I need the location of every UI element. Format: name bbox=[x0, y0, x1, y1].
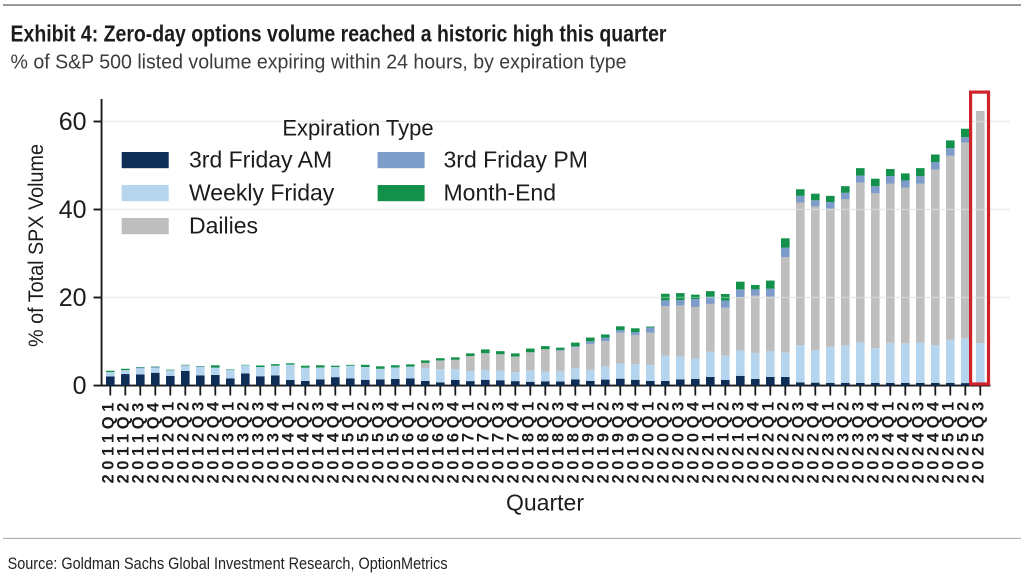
svg-text:20: 20 bbox=[59, 284, 87, 312]
svg-text:2025Q3: 2025Q3 bbox=[969, 397, 987, 483]
svg-text:Weekly Friday: Weekly Friday bbox=[189, 180, 335, 206]
svg-text:Exhibit 4: Zero-day options vo: Exhibit 4: Zero-day options volume reach… bbox=[11, 21, 667, 47]
svg-text:Source: Goldman Sachs Global I: Source: Goldman Sachs Global Investment … bbox=[8, 554, 448, 573]
svg-text:Expiration Type: Expiration Type bbox=[282, 116, 433, 141]
svg-text:40: 40 bbox=[59, 196, 87, 224]
svg-text:% of S&P 500 listed volume exp: % of S&P 500 listed volume expiring with… bbox=[11, 51, 627, 74]
svg-text:Dailies: Dailies bbox=[189, 213, 258, 239]
svg-text:0: 0 bbox=[73, 372, 87, 400]
svg-text:Month-End: Month-End bbox=[444, 180, 557, 206]
svg-text:3rd Friday AM: 3rd Friday AM bbox=[189, 147, 332, 173]
svg-text:% of Total SPX Volume: % of Total SPX Volume bbox=[24, 144, 48, 347]
svg-text:3rd Friday PM: 3rd Friday PM bbox=[444, 147, 588, 173]
svg-text:Quarter: Quarter bbox=[506, 490, 584, 516]
svg-text:60: 60 bbox=[59, 108, 87, 136]
